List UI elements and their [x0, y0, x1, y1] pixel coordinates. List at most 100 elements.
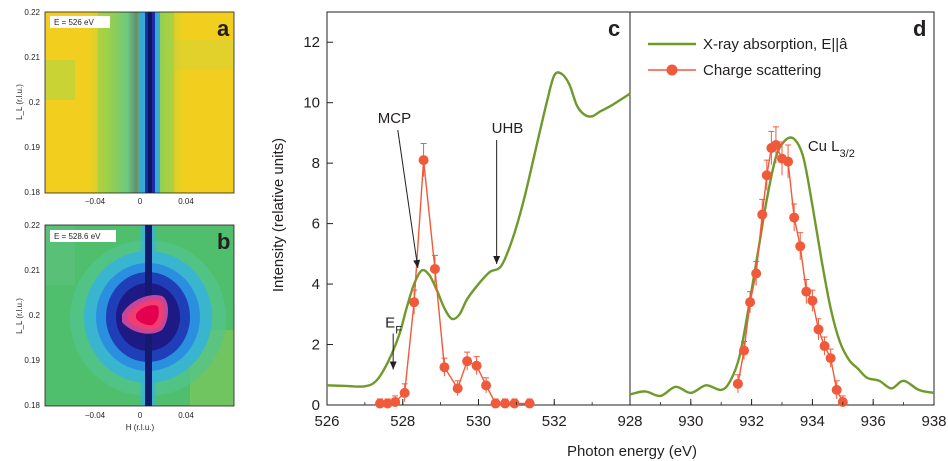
annotation-uhb: UHB	[492, 120, 524, 137]
scattering-point	[399, 387, 410, 398]
xtick-label: 532	[542, 413, 567, 430]
panel-letter-d: d	[913, 16, 926, 41]
scattering-point	[429, 263, 440, 274]
scattering-point	[732, 378, 743, 389]
panel-letter-c: c	[608, 16, 620, 41]
ytick-label: 12	[303, 34, 320, 51]
map-a-yticks: 0.22 0.21 0.2 0.19 0.18	[24, 8, 40, 197]
xtick-label: 932	[739, 413, 764, 430]
series-layer	[326, 71, 935, 409]
absorption-line-d	[629, 136, 935, 398]
scattering-point	[739, 345, 749, 356]
xtick-label: 528	[390, 413, 415, 430]
scattering-point	[813, 324, 824, 335]
scattering-point	[745, 297, 756, 308]
ytick-label: 10	[303, 95, 320, 112]
scattering-point	[801, 286, 812, 297]
scattering-point	[418, 155, 429, 166]
intensity-map-a	[45, 12, 234, 193]
scattering-point	[382, 398, 393, 409]
ytick-label: 0.18	[24, 188, 40, 197]
scattering-point	[390, 396, 401, 407]
xtick-label: −0.04	[85, 411, 106, 420]
xtick-label: 0	[138, 411, 143, 420]
ytick-label: 0.2	[29, 311, 41, 320]
annotation-layer: MCP UHB EF Cu L3/2	[378, 110, 855, 370]
energy-label-box-b	[50, 230, 116, 242]
map-b-ylabel: L_L (r.l.u.)	[15, 298, 24, 334]
ytick-label: 0.22	[24, 221, 40, 230]
map-b-xticks: −0.04 0 0.04	[85, 411, 194, 420]
x-axis-title: Photon energy (eV)	[567, 443, 697, 460]
scattering-point	[795, 241, 806, 252]
map-a-xticks: −0.04 0 0.04	[85, 197, 194, 206]
ytick-label: 0.21	[24, 53, 40, 62]
absorption-line-c	[326, 71, 631, 388]
panel-letter-b: b	[217, 229, 230, 254]
ytick-label: 0.21	[24, 266, 40, 275]
scattering-point	[524, 398, 535, 409]
map-panel-b: E = 528.6 eV b 0.22 0.21 0.2 0.19 0.18 −…	[15, 221, 235, 432]
scattering-point	[500, 398, 511, 409]
scattering-point	[471, 360, 482, 371]
scattering-point	[452, 383, 463, 394]
energy-label-box-a	[50, 16, 110, 28]
energy-label-a: E = 526 eV	[54, 18, 94, 27]
legend-label-scattering: Charge scattering	[703, 62, 821, 79]
scattering-point	[825, 353, 836, 364]
ytick-label: 0	[312, 397, 320, 414]
xtick-label: 0.04	[178, 197, 194, 206]
ytick-label: 0.19	[24, 356, 40, 365]
xtick-label: 930	[678, 413, 703, 430]
annotation-arrow	[397, 129, 419, 269]
ytick-label: 6	[312, 216, 320, 233]
map-frame-a	[44, 11, 235, 194]
map-a-ylabel: L_L (r.l.u.)	[15, 84, 24, 120]
ytick-label: 2	[312, 337, 320, 354]
xtick-label: 530	[466, 413, 491, 430]
scattering-point	[770, 140, 781, 151]
energy-label-b: E = 528.6 eV	[54, 232, 101, 241]
ytick-label: 8	[312, 155, 320, 172]
ytick-label: 0.19	[24, 143, 40, 152]
xtick-label: 526	[314, 413, 339, 430]
scattering-line-c	[380, 160, 530, 405]
scattering-point	[751, 268, 762, 279]
arrow-head	[413, 259, 421, 268]
xtick-label: −0.04	[85, 197, 106, 206]
map-b-yticks: 0.22 0.21 0.2 0.19 0.18	[24, 221, 40, 410]
scattering-point	[757, 209, 768, 220]
scattering-point	[490, 398, 501, 409]
xtick-label: 928	[617, 413, 642, 430]
xtick-label: 0	[138, 197, 143, 206]
scattering-point	[761, 170, 772, 181]
arrow-head	[389, 361, 397, 370]
ytick-label: 0.22	[24, 8, 40, 17]
xtick-label: 938	[921, 413, 946, 430]
scattering-point	[462, 356, 473, 367]
legend-swatch-scattering-marker	[666, 64, 678, 76]
ytick-label: 4	[312, 276, 320, 293]
map-b-xlabel: H (r.l.u.)	[126, 423, 155, 432]
xtick-label: 934	[800, 413, 825, 430]
tick-layer: 0 2 4 6 8 10 12 526 528 530 532 928 930 932 934 936 938	[303, 34, 946, 430]
ytick-label: 0.2	[29, 98, 41, 107]
map-panel-a: E = 526 eV a 0.22 0.21 0.2 0.19 0.18 −0.…	[15, 8, 235, 206]
scattering-point	[819, 341, 830, 352]
scattering-point	[789, 212, 800, 223]
scattering-point	[783, 156, 794, 167]
map-frame-b	[44, 224, 235, 407]
intensity-map-b	[45, 225, 234, 406]
xtick-label: 936	[861, 413, 886, 430]
y-axis-title: Intensity (relative units)	[270, 138, 287, 292]
legend-label-absorption: X-ray absorption, E||â	[703, 36, 848, 53]
scattering-point	[375, 398, 386, 409]
scattering-point	[831, 384, 842, 395]
axes-frame	[326, 11, 935, 406]
arrow-head	[493, 255, 501, 264]
xtick-label: 0.04	[178, 411, 194, 420]
scattering-point	[837, 396, 848, 407]
scattering-point	[409, 297, 420, 308]
